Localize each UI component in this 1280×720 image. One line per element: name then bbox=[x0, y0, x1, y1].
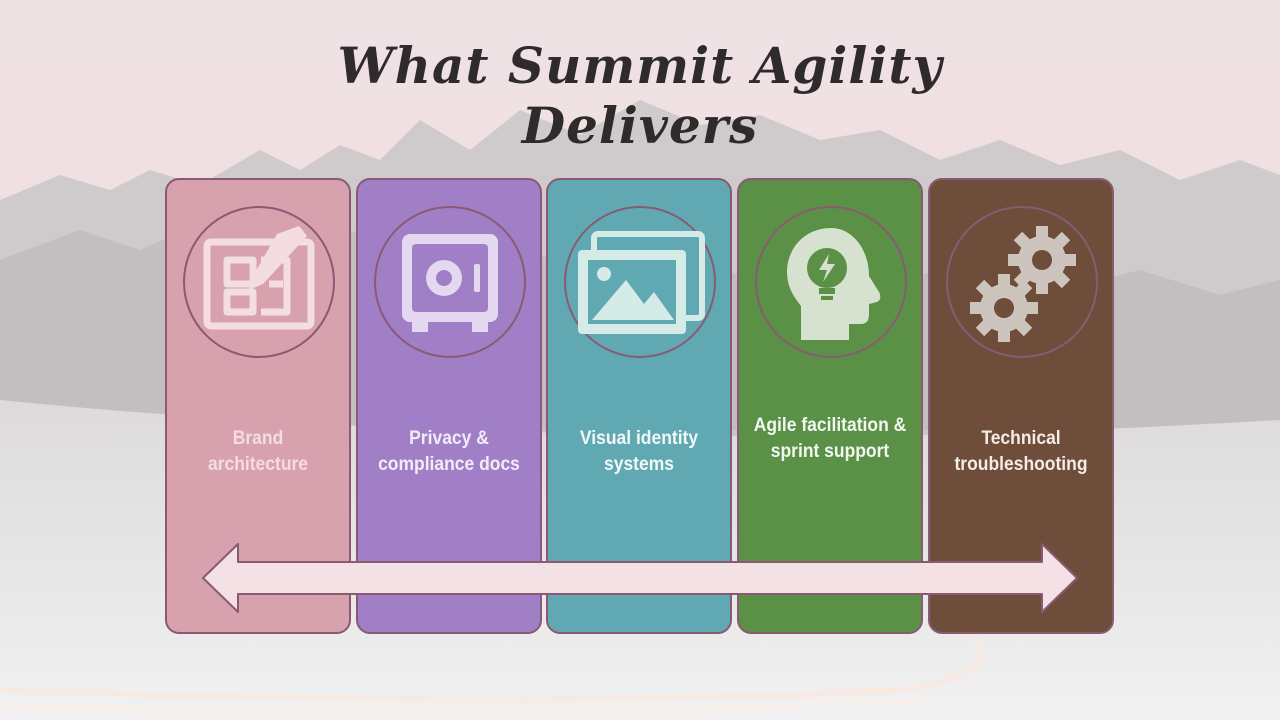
card-icon-circle bbox=[183, 206, 335, 358]
head-lightbulb-icon bbox=[787, 228, 881, 340]
safe-icon bbox=[402, 234, 498, 332]
card-brand-architecture: Brand architecture bbox=[165, 178, 351, 634]
card-icon-circle bbox=[755, 206, 907, 358]
card-icon-circle bbox=[946, 206, 1098, 358]
title-line-1: What Summit Agility bbox=[337, 36, 943, 95]
card-agile-facilitation: Agile facilitation & sprint support bbox=[737, 178, 923, 634]
card-icon-circle bbox=[374, 206, 526, 358]
card-privacy-compliance: Privacy & compliance docs bbox=[356, 178, 542, 634]
slide-title: What Summit Agility Delivers bbox=[0, 36, 1280, 156]
card-label: Brand architecture bbox=[207, 428, 309, 475]
card-icon-circle bbox=[564, 206, 716, 358]
title-line-2: Delivers bbox=[521, 96, 759, 155]
card-label: Technical troubleshooting bbox=[954, 428, 1088, 475]
card-label: Agile facilitation & sprint support bbox=[753, 415, 907, 462]
blueprint-icon bbox=[203, 226, 315, 330]
images-icon bbox=[578, 231, 705, 334]
gears-icon bbox=[970, 226, 1076, 342]
card-visual-identity: Visual identity systems bbox=[546, 178, 732, 634]
card-technical-troubleshooting: Technical troubleshooting bbox=[928, 178, 1114, 634]
card-label: Visual identity systems bbox=[579, 428, 699, 475]
card-label: Privacy & compliance docs bbox=[378, 428, 520, 475]
